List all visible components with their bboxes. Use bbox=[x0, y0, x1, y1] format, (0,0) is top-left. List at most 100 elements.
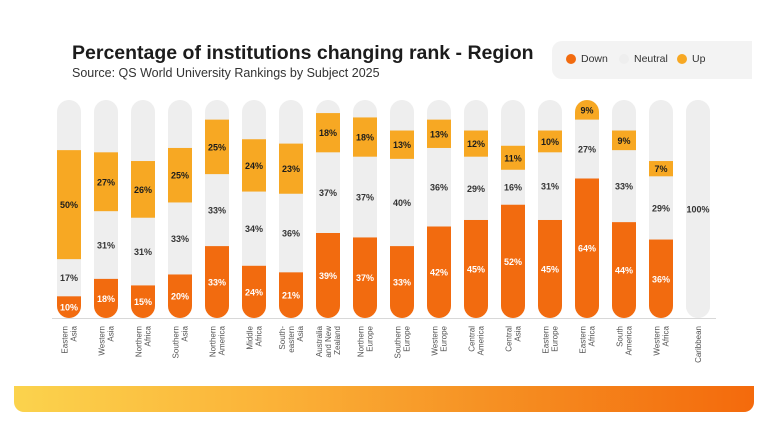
data-label-neutral: 31% bbox=[134, 247, 152, 257]
bar-group: 20% 33% 25% bbox=[168, 100, 192, 318]
data-label-up: 26% bbox=[134, 185, 152, 195]
data-label-up: 24% bbox=[245, 161, 263, 171]
bar-neutral bbox=[390, 158, 414, 247]
data-label-up: 50% bbox=[60, 200, 78, 210]
x-tick-label-line: Africa bbox=[662, 325, 671, 346]
x-tick-label: Southern Europe bbox=[394, 325, 412, 358]
bar-down bbox=[390, 246, 414, 318]
x-tick-label-line: Asia bbox=[107, 325, 116, 341]
x-tick-label-line: America bbox=[477, 325, 486, 355]
bar-neutral bbox=[427, 147, 451, 227]
bar-group: 100% bbox=[686, 100, 710, 318]
bar-group: 15% 31% 26% bbox=[131, 100, 155, 318]
data-label-up: 18% bbox=[356, 133, 374, 143]
bar-group: 10% 17% 50% bbox=[57, 100, 81, 318]
x-tick-label-line: Central bbox=[505, 326, 514, 352]
data-label-down: 64% bbox=[578, 244, 596, 254]
bar-down bbox=[538, 219, 562, 318]
chart-subtitle: Source: QS World University Rankings by … bbox=[72, 66, 380, 80]
bar-down bbox=[353, 237, 377, 318]
x-tick-label: Eastern Asia bbox=[61, 325, 79, 353]
bar-neutral bbox=[501, 169, 525, 205]
bar-group: 64% 27% 9% bbox=[575, 100, 599, 318]
data-label-up: 9% bbox=[617, 136, 630, 146]
bar-up bbox=[538, 130, 562, 153]
data-label-down: 37% bbox=[356, 273, 374, 283]
x-tick-label-line: Northern bbox=[357, 326, 366, 357]
x-tick-label-line: eastern bbox=[287, 326, 296, 353]
bar-group: 45% 31% 10% bbox=[538, 100, 562, 318]
x-tick-label: Central Asia bbox=[505, 325, 523, 351]
x-tick-label-line: Europe bbox=[366, 325, 375, 351]
data-label-up: 13% bbox=[430, 129, 448, 139]
x-tick-label-line: Australia bbox=[315, 325, 324, 357]
data-label-neutral: 31% bbox=[541, 182, 559, 192]
x-tick-label: Northern America bbox=[209, 325, 227, 357]
data-label-up: 10% bbox=[541, 137, 559, 147]
x-tick-label-line: Western bbox=[431, 326, 440, 356]
legend-swatch-down bbox=[566, 54, 576, 64]
data-label-down: 33% bbox=[208, 278, 226, 288]
x-tick-label-line: Asia bbox=[70, 325, 79, 341]
data-label-down: 36% bbox=[652, 274, 670, 284]
x-tick-label: Western Africa bbox=[653, 325, 671, 355]
bar-group: 45% 29% 12% bbox=[464, 100, 488, 318]
x-tick-label: Northern Africa bbox=[135, 325, 153, 357]
x-tick-label: Northern Europe bbox=[357, 325, 375, 357]
x-tick-label: Southern Asia bbox=[172, 325, 190, 358]
legend-item-neutral: Neutral bbox=[619, 53, 668, 65]
bar-neutral bbox=[538, 152, 562, 220]
x-tick-label-line: and New bbox=[324, 326, 333, 358]
data-label-up: 27% bbox=[97, 177, 115, 187]
bar-up bbox=[168, 147, 192, 203]
legend-swatch-up bbox=[677, 54, 687, 64]
bar-group: 33% 33% 25% bbox=[205, 100, 229, 318]
data-label-up: 12% bbox=[467, 139, 485, 149]
bar-group: 44% 33% 9% bbox=[612, 100, 636, 318]
x-tick-label-line: Africa bbox=[144, 325, 153, 346]
legend-label-down: Down bbox=[581, 53, 608, 65]
data-label-down: 33% bbox=[393, 278, 411, 288]
legend-label-up: Up bbox=[692, 53, 706, 65]
data-label-down: 18% bbox=[97, 294, 115, 304]
data-label-neutral: 40% bbox=[393, 198, 411, 208]
bar-group: 42% 36% 13% bbox=[427, 100, 451, 318]
bar-down bbox=[279, 272, 303, 318]
data-label-down: 45% bbox=[467, 264, 485, 274]
bar-up bbox=[57, 150, 81, 260]
data-label-up: 23% bbox=[282, 164, 300, 174]
bar-neutral bbox=[353, 156, 377, 238]
bar-down bbox=[57, 296, 81, 318]
data-label-neutral: 37% bbox=[356, 193, 374, 203]
data-label-neutral: 100% bbox=[686, 205, 709, 215]
bar-up bbox=[649, 161, 673, 177]
x-tick-label-line: Asia bbox=[181, 325, 190, 341]
bar-up bbox=[353, 117, 377, 157]
bar-down bbox=[464, 219, 488, 318]
bar-group: 36% 29% 7% bbox=[649, 100, 673, 318]
bar-group: 39% 37% 18% bbox=[316, 100, 340, 318]
bar-neutral bbox=[279, 193, 303, 273]
x-tick-label-line: Southern bbox=[394, 326, 403, 358]
x-tick-label-line: Europe bbox=[440, 325, 449, 351]
x-tick-label: Australia and New Zealand bbox=[315, 325, 342, 357]
x-tick-label-line: Zealand bbox=[333, 326, 342, 355]
x-tick-label-line: America bbox=[625, 325, 634, 355]
bar-up bbox=[94, 152, 118, 212]
bar-group: 21% 36% 23% bbox=[279, 100, 303, 318]
bar-up bbox=[427, 119, 451, 148]
data-label-neutral: 29% bbox=[652, 203, 670, 213]
legend: Down Neutral Up bbox=[552, 41, 752, 79]
bar-up bbox=[279, 143, 303, 194]
bar-up bbox=[390, 130, 414, 159]
x-tick-label-line: Northern bbox=[135, 326, 144, 357]
bar-down bbox=[94, 278, 118, 318]
bar-down bbox=[649, 239, 673, 318]
x-tick-label-line: Africa bbox=[255, 325, 264, 346]
bar-up bbox=[242, 139, 266, 192]
bar-neutral bbox=[575, 119, 599, 179]
data-label-up: 13% bbox=[393, 140, 411, 150]
x-tick-label-line: Middle bbox=[246, 325, 255, 349]
x-tick-label-line: South bbox=[616, 326, 625, 347]
